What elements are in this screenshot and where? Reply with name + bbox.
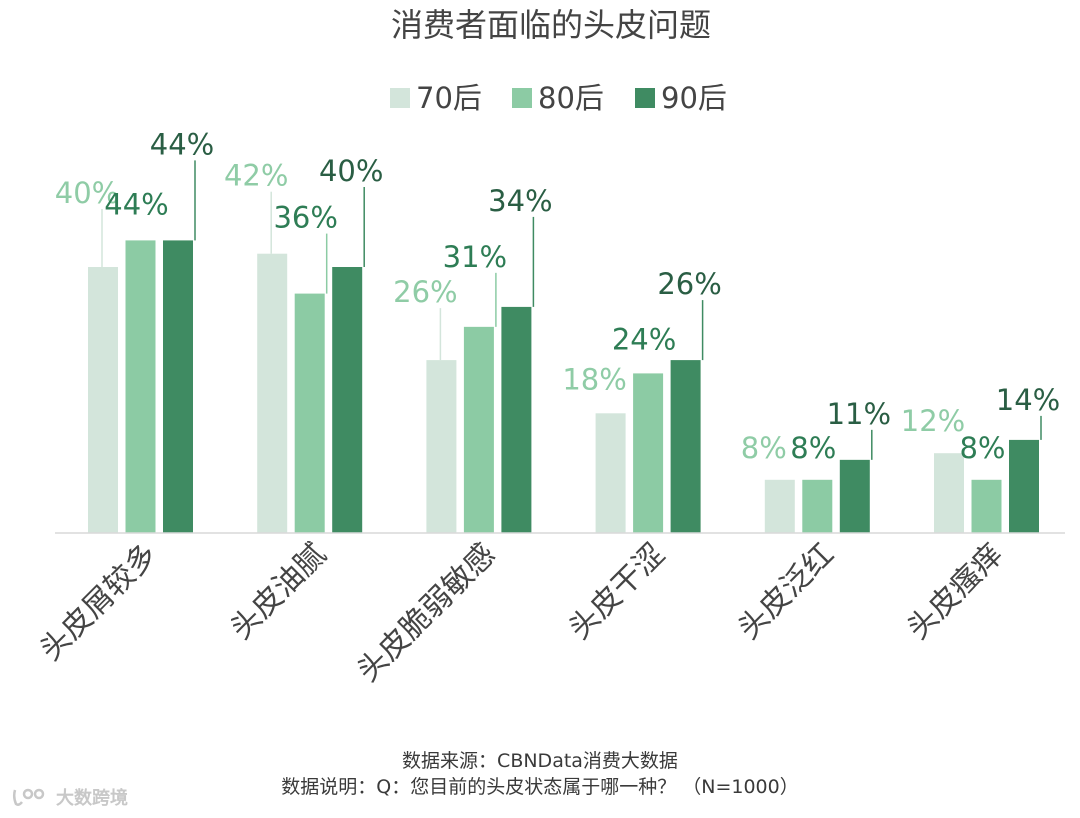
data-labels: 40%44%44%42%36%40%26%31%34%18%24%26%8% 8%… bbox=[55, 127, 1060, 464]
x-tick-label-头皮脆弱敏感: 头皮脆弱敏感 bbox=[351, 537, 503, 689]
chart-legend: 70后 80后 90后 bbox=[390, 81, 727, 115]
legend-label-80后: 80后 bbox=[538, 81, 604, 115]
bar-70后-头皮泛红 bbox=[764, 479, 795, 533]
bar-90后-头皮干涩 bbox=[670, 360, 701, 533]
bar-90后-头皮屑较多 bbox=[163, 240, 193, 533]
data-label-80后-头皮屑较多: 44% bbox=[104, 187, 168, 221]
data-label-90后-头皮干涩: 26% bbox=[657, 267, 721, 301]
bar-70后-头皮瘙痒 bbox=[934, 453, 964, 533]
bar-80后-头皮油腻 bbox=[294, 293, 325, 533]
data-label-90后-头皮脆弱敏感: 34% bbox=[488, 184, 552, 218]
x-tick-label-头皮屑较多: 头皮屑较多 bbox=[33, 537, 164, 668]
bar-70后-头皮屑较多 bbox=[88, 267, 118, 533]
label-leader-lines bbox=[101, 160, 1042, 460]
data-source-text: 数据来源：CBNData消费大数据 bbox=[402, 750, 678, 772]
data-label-70后-头皮干涩: 18% bbox=[562, 362, 626, 396]
data-label-70后-头皮瘙痒: 12% bbox=[901, 404, 965, 438]
data-label-70后-头皮油腻: 42% bbox=[224, 159, 288, 193]
data-label-90后-头皮泛红: 11% bbox=[827, 397, 891, 431]
legend-swatch-80后 bbox=[512, 88, 532, 108]
x-tick-label-头皮瘙痒: 头皮瘙痒 bbox=[901, 537, 1011, 647]
data-label-80后-头皮油腻: 36% bbox=[273, 201, 337, 235]
x-tick-label-头皮干涩: 头皮干涩 bbox=[562, 537, 672, 647]
bars-layer bbox=[88, 240, 1039, 533]
watermark: 大数跨境 bbox=[12, 784, 128, 810]
data-label-80后-头皮干涩: 24% bbox=[612, 322, 676, 356]
bar-80后-头皮泛红 bbox=[802, 479, 833, 533]
data-label-80后-头皮瘙痒: 8% bbox=[959, 431, 1005, 465]
legend-label-70后: 70后 bbox=[416, 81, 482, 115]
data-label-80后-头皮脆弱敏感: 31% bbox=[443, 240, 507, 274]
bar-80后-头皮屑较多 bbox=[125, 240, 156, 533]
bar-90后-头皮泛红 bbox=[839, 459, 870, 533]
data-note-text: 数据说明：Q：您目前的头皮状态属于哪一种？ （N=1000） bbox=[281, 776, 799, 798]
bar-90后-头皮瘙痒 bbox=[1009, 439, 1039, 533]
bar-70后-头皮干涩 bbox=[595, 413, 626, 533]
data-label-90后-头皮屑较多: 44% bbox=[150, 127, 214, 161]
data-label-90后-头皮油腻: 40% bbox=[319, 154, 383, 188]
bar-80后-头皮脆弱敏感 bbox=[463, 326, 494, 533]
x-tick-label-头皮油腻: 头皮油腻 bbox=[224, 537, 334, 647]
data-label-80后-头皮泛红: 8% bbox=[790, 431, 836, 465]
bar-90后-头皮脆弱敏感 bbox=[501, 306, 532, 533]
data-label-70后-头皮屑较多: 40% bbox=[55, 176, 119, 210]
brand-logo-icon bbox=[12, 788, 45, 806]
legend-swatch-90后 bbox=[635, 88, 655, 108]
x-axis-tick-labels: 头皮屑较多 头皮油腻 头皮脆弱敏感 头皮干涩 头皮泛红 头皮瘙痒 bbox=[33, 537, 1010, 689]
bar-80后-头皮干涩 bbox=[633, 373, 664, 533]
bar-80后-头皮瘙痒 bbox=[971, 479, 1002, 533]
data-label-70后-头皮脆弱敏感: 26% bbox=[393, 275, 457, 309]
bar-90后-头皮油腻 bbox=[332, 267, 363, 533]
x-tick-label-头皮泛红: 头皮泛红 bbox=[731, 537, 841, 647]
data-label-90后-头皮瘙痒: 14% bbox=[996, 383, 1060, 417]
legend-label-90后: 90后 bbox=[661, 81, 727, 115]
data-label-70后-头皮泛红: 8% bbox=[741, 431, 787, 465]
bar-70后-头皮脆弱敏感 bbox=[426, 360, 457, 533]
legend-swatch-70后 bbox=[390, 88, 410, 108]
watermark-text: 大数跨境 bbox=[56, 788, 128, 809]
chart-title: 消费者面临的头皮问题 bbox=[391, 6, 711, 44]
bar-70后-头皮油腻 bbox=[257, 253, 288, 533]
